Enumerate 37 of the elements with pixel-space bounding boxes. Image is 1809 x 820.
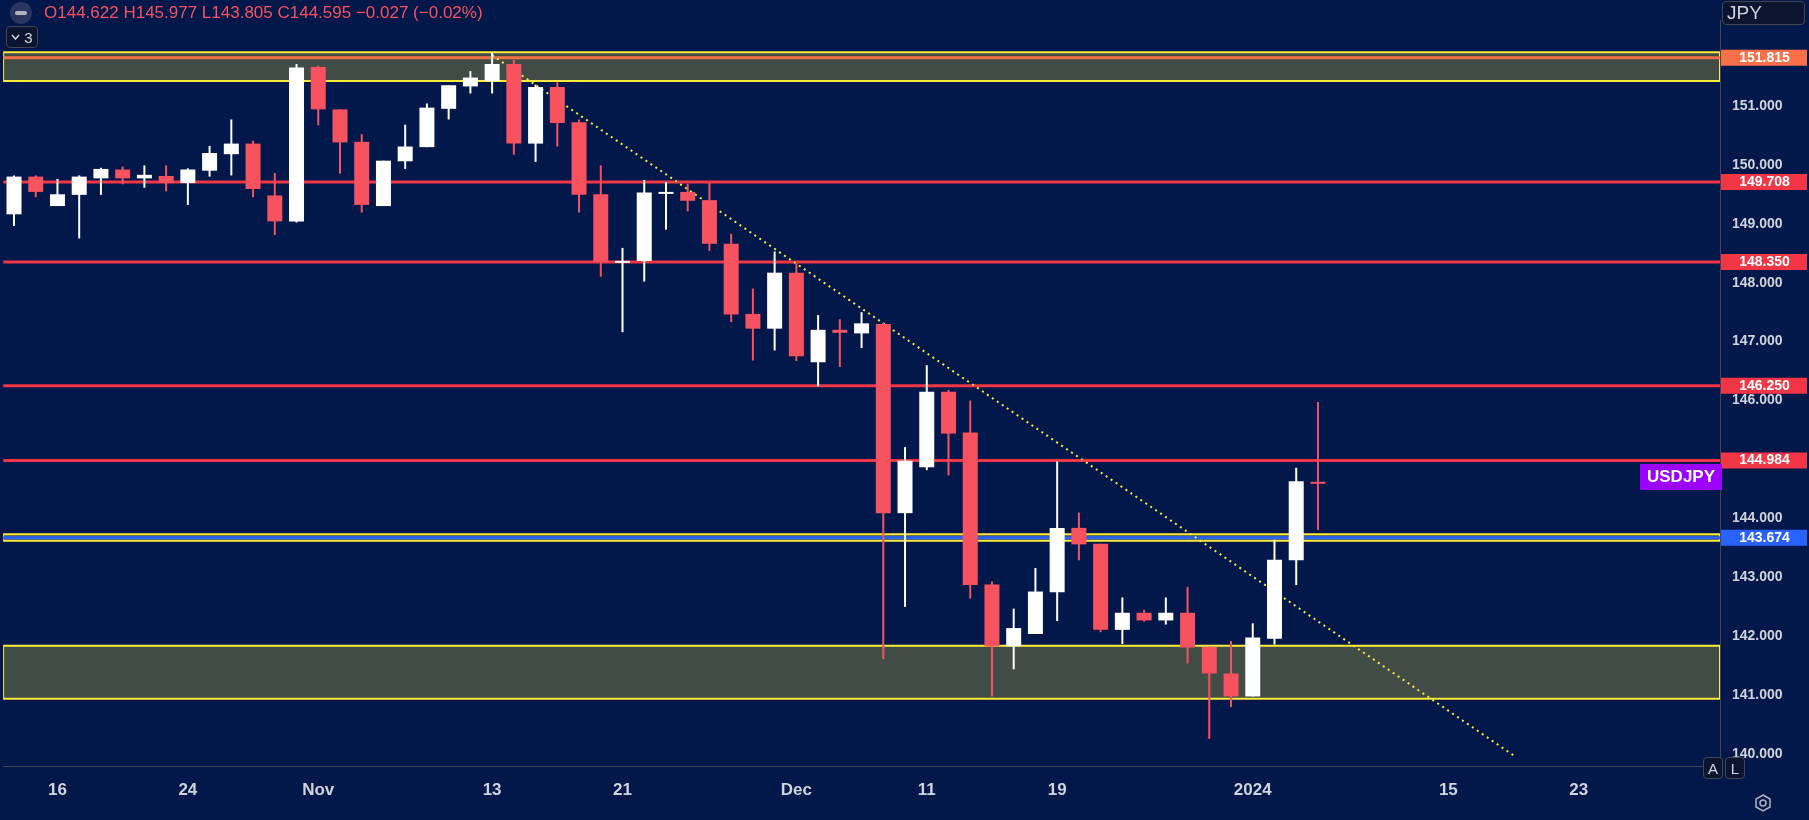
x-tick-label: 16 bbox=[48, 779, 67, 799]
x-tick-label: 24 bbox=[178, 779, 198, 799]
y-axis-title: JPY bbox=[1722, 1, 1805, 25]
y-tick-label: 141.000 bbox=[1732, 686, 1783, 703]
x-tick-label: 23 bbox=[1569, 779, 1589, 799]
y-tick-label: 149.000 bbox=[1732, 214, 1783, 231]
annotation: USDJPY bbox=[1640, 464, 1723, 490]
candlestick bbox=[1310, 401, 1326, 530]
y-tick-label: 147.000 bbox=[1732, 332, 1783, 349]
y-tick-label: 150.000 bbox=[1732, 155, 1783, 172]
x-tick-label: 19 bbox=[1047, 779, 1067, 799]
y-tick-label: 146.000 bbox=[1732, 391, 1783, 408]
y-tick-label: 143.000 bbox=[1732, 568, 1783, 585]
text: L bbox=[1725, 757, 1745, 779]
y-tick-label: 148.000 bbox=[1732, 273, 1783, 290]
x-tick-label: Nov bbox=[302, 779, 335, 799]
ref-line-label: 146.250 bbox=[1739, 376, 1791, 393]
ref-line-label: 148.350 bbox=[1739, 252, 1791, 269]
ref-line-label: 151.815 bbox=[1739, 48, 1791, 65]
x-tick-label: 21 bbox=[613, 779, 632, 799]
candlestick bbox=[615, 247, 631, 333]
x-tick-label: 11 bbox=[917, 779, 936, 799]
annotation: 3 bbox=[24, 28, 33, 46]
y-tick-label: 142.000 bbox=[1732, 627, 1783, 644]
x-tick-label: 2024 bbox=[1233, 779, 1273, 799]
ref-line-label: 144.984 bbox=[1739, 451, 1791, 468]
x-tick-label: 13 bbox=[482, 779, 502, 799]
x-tick-label: 15 bbox=[1438, 779, 1458, 799]
chart-subtitle: O144.622 H145.977 L143.805 C144.595 −0.027 (−0.02%) bbox=[44, 3, 483, 23]
annotation: A bbox=[1703, 757, 1723, 779]
y-tick-label: 151.000 bbox=[1732, 96, 1783, 113]
ref-line-label: 149.708 bbox=[1739, 172, 1791, 189]
x-tick-label: Dec bbox=[780, 779, 812, 799]
y-tick-label: 144.000 bbox=[1732, 509, 1783, 526]
candlestick bbox=[832, 319, 848, 367]
ref-line-label: 143.674 bbox=[1739, 528, 1791, 545]
candlestick bbox=[658, 181, 674, 230]
